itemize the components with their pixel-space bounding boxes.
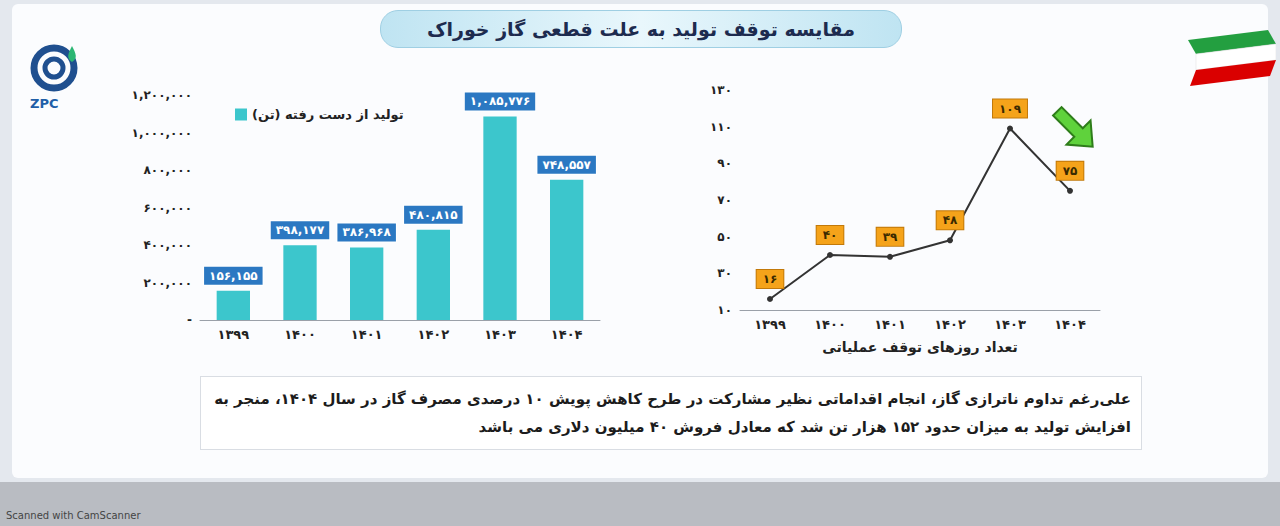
- svg-text:۱۶: ۱۶: [763, 272, 778, 286]
- svg-text:۷۰: ۷۰: [717, 193, 732, 207]
- svg-text:۱۱۰: ۱۱۰: [710, 120, 732, 134]
- svg-text:۳۹۸,۱۷۷: ۳۹۸,۱۷۷: [276, 223, 325, 237]
- svg-text:۱۳۹۹: ۱۳۹۹: [754, 317, 786, 332]
- html-text:مقایسه توقف تولید به علت قطعی: مقایسه توقف تولید به علت قطعی گاز خوراک: [427, 18, 855, 40]
- html-text:Scanned with CamScanner: Scanned with CamScanner: [6, 510, 141, 521]
- svg-text:۱,۰۸۵,۷۷۶: ۱,۰۸۵,۷۷۶: [470, 94, 530, 108]
- svg-text:۴۰: ۴۰: [823, 228, 838, 242]
- svg-text:تعداد روزهای توقف عملیاتی: تعداد روزهای توقف عملیاتی: [822, 339, 1017, 356]
- svg-text:۷۴۸,۵۵۷: ۷۴۸,۵۵۷: [542, 158, 591, 172]
- svg-text:۱۴۰۳: ۱۴۰۳: [994, 317, 1026, 332]
- html-text:ZPC: ZPC: [30, 96, 59, 111]
- svg-text:تولید از دست رفته (تن): تولید از دست رفته (تن): [252, 107, 404, 122]
- svg-text:۱۴۰۴: ۱۴۰۴: [551, 327, 583, 342]
- svg-text:۱۳۹۹: ۱۳۹۹: [217, 327, 249, 342]
- svg-text:۹۰: ۹۰: [717, 156, 732, 170]
- svg-text:۱۵۶,۱۵۵: ۱۵۶,۱۵۵: [209, 269, 258, 283]
- svg-text:۴۸۰,۸۱۵: ۴۸۰,۸۱۵: [409, 208, 458, 222]
- svg-text:۱,۲۰۰,۰۰۰: ۱,۲۰۰,۰۰۰: [132, 88, 192, 102]
- svg-text:۷۵: ۷۵: [1063, 164, 1078, 178]
- svg-text:۱۴۰۰: ۱۴۰۰: [284, 327, 316, 342]
- svg-text:۲۰۰,۰۰۰: ۲۰۰,۰۰۰: [143, 276, 192, 290]
- svg-text:۱۴۰۲: ۱۴۰۲: [934, 317, 966, 332]
- svg-text:۳۰: ۳۰: [717, 266, 732, 280]
- svg-text:۴۸: ۴۸: [943, 213, 958, 227]
- svg-text:۵۰: ۵۰: [717, 230, 732, 244]
- svg-text:۱۴۰۴: ۱۴۰۴: [1054, 317, 1086, 332]
- svg-text:۳۸۶,۹۶۸: ۳۸۶,۹۶۸: [342, 225, 391, 239]
- svg-text:۱۰: ۱۰: [717, 303, 732, 317]
- html-text:علی‌رغم تداوم ناترازی گاز، انج: علی‌رغم تداوم ناترازی گاز، انجام اقدامات…: [214, 390, 1131, 436]
- svg-text:۱۴۰۲: ۱۴۰۲: [417, 327, 449, 342]
- svg-text:۱۴۰۳: ۱۴۰۳: [484, 327, 516, 342]
- svg-text:۸۰۰,۰۰۰: ۸۰۰,۰۰۰: [143, 163, 192, 177]
- svg-text:۱۰۹: ۱۰۹: [999, 102, 1022, 116]
- svg-text:۳۹: ۳۹: [883, 230, 898, 244]
- svg-text:۱۴۰۱: ۱۴۰۱: [351, 327, 383, 342]
- svg-text:۱۴۰۰: ۱۴۰۰: [814, 317, 846, 332]
- svg-text:۱۴۰۱: ۱۴۰۱: [874, 317, 906, 332]
- svg-text:۶۰۰,۰۰۰: ۶۰۰,۰۰۰: [143, 201, 192, 215]
- svg-text:۴۰۰,۰۰۰: ۴۰۰,۰۰۰: [143, 238, 192, 252]
- svg-text:۱,۰۰۰,۰۰۰: ۱,۰۰۰,۰۰۰: [132, 126, 192, 140]
- svg-text:۱۳۰: ۱۳۰: [710, 83, 732, 97]
- svg-text:-: -: [187, 313, 192, 327]
